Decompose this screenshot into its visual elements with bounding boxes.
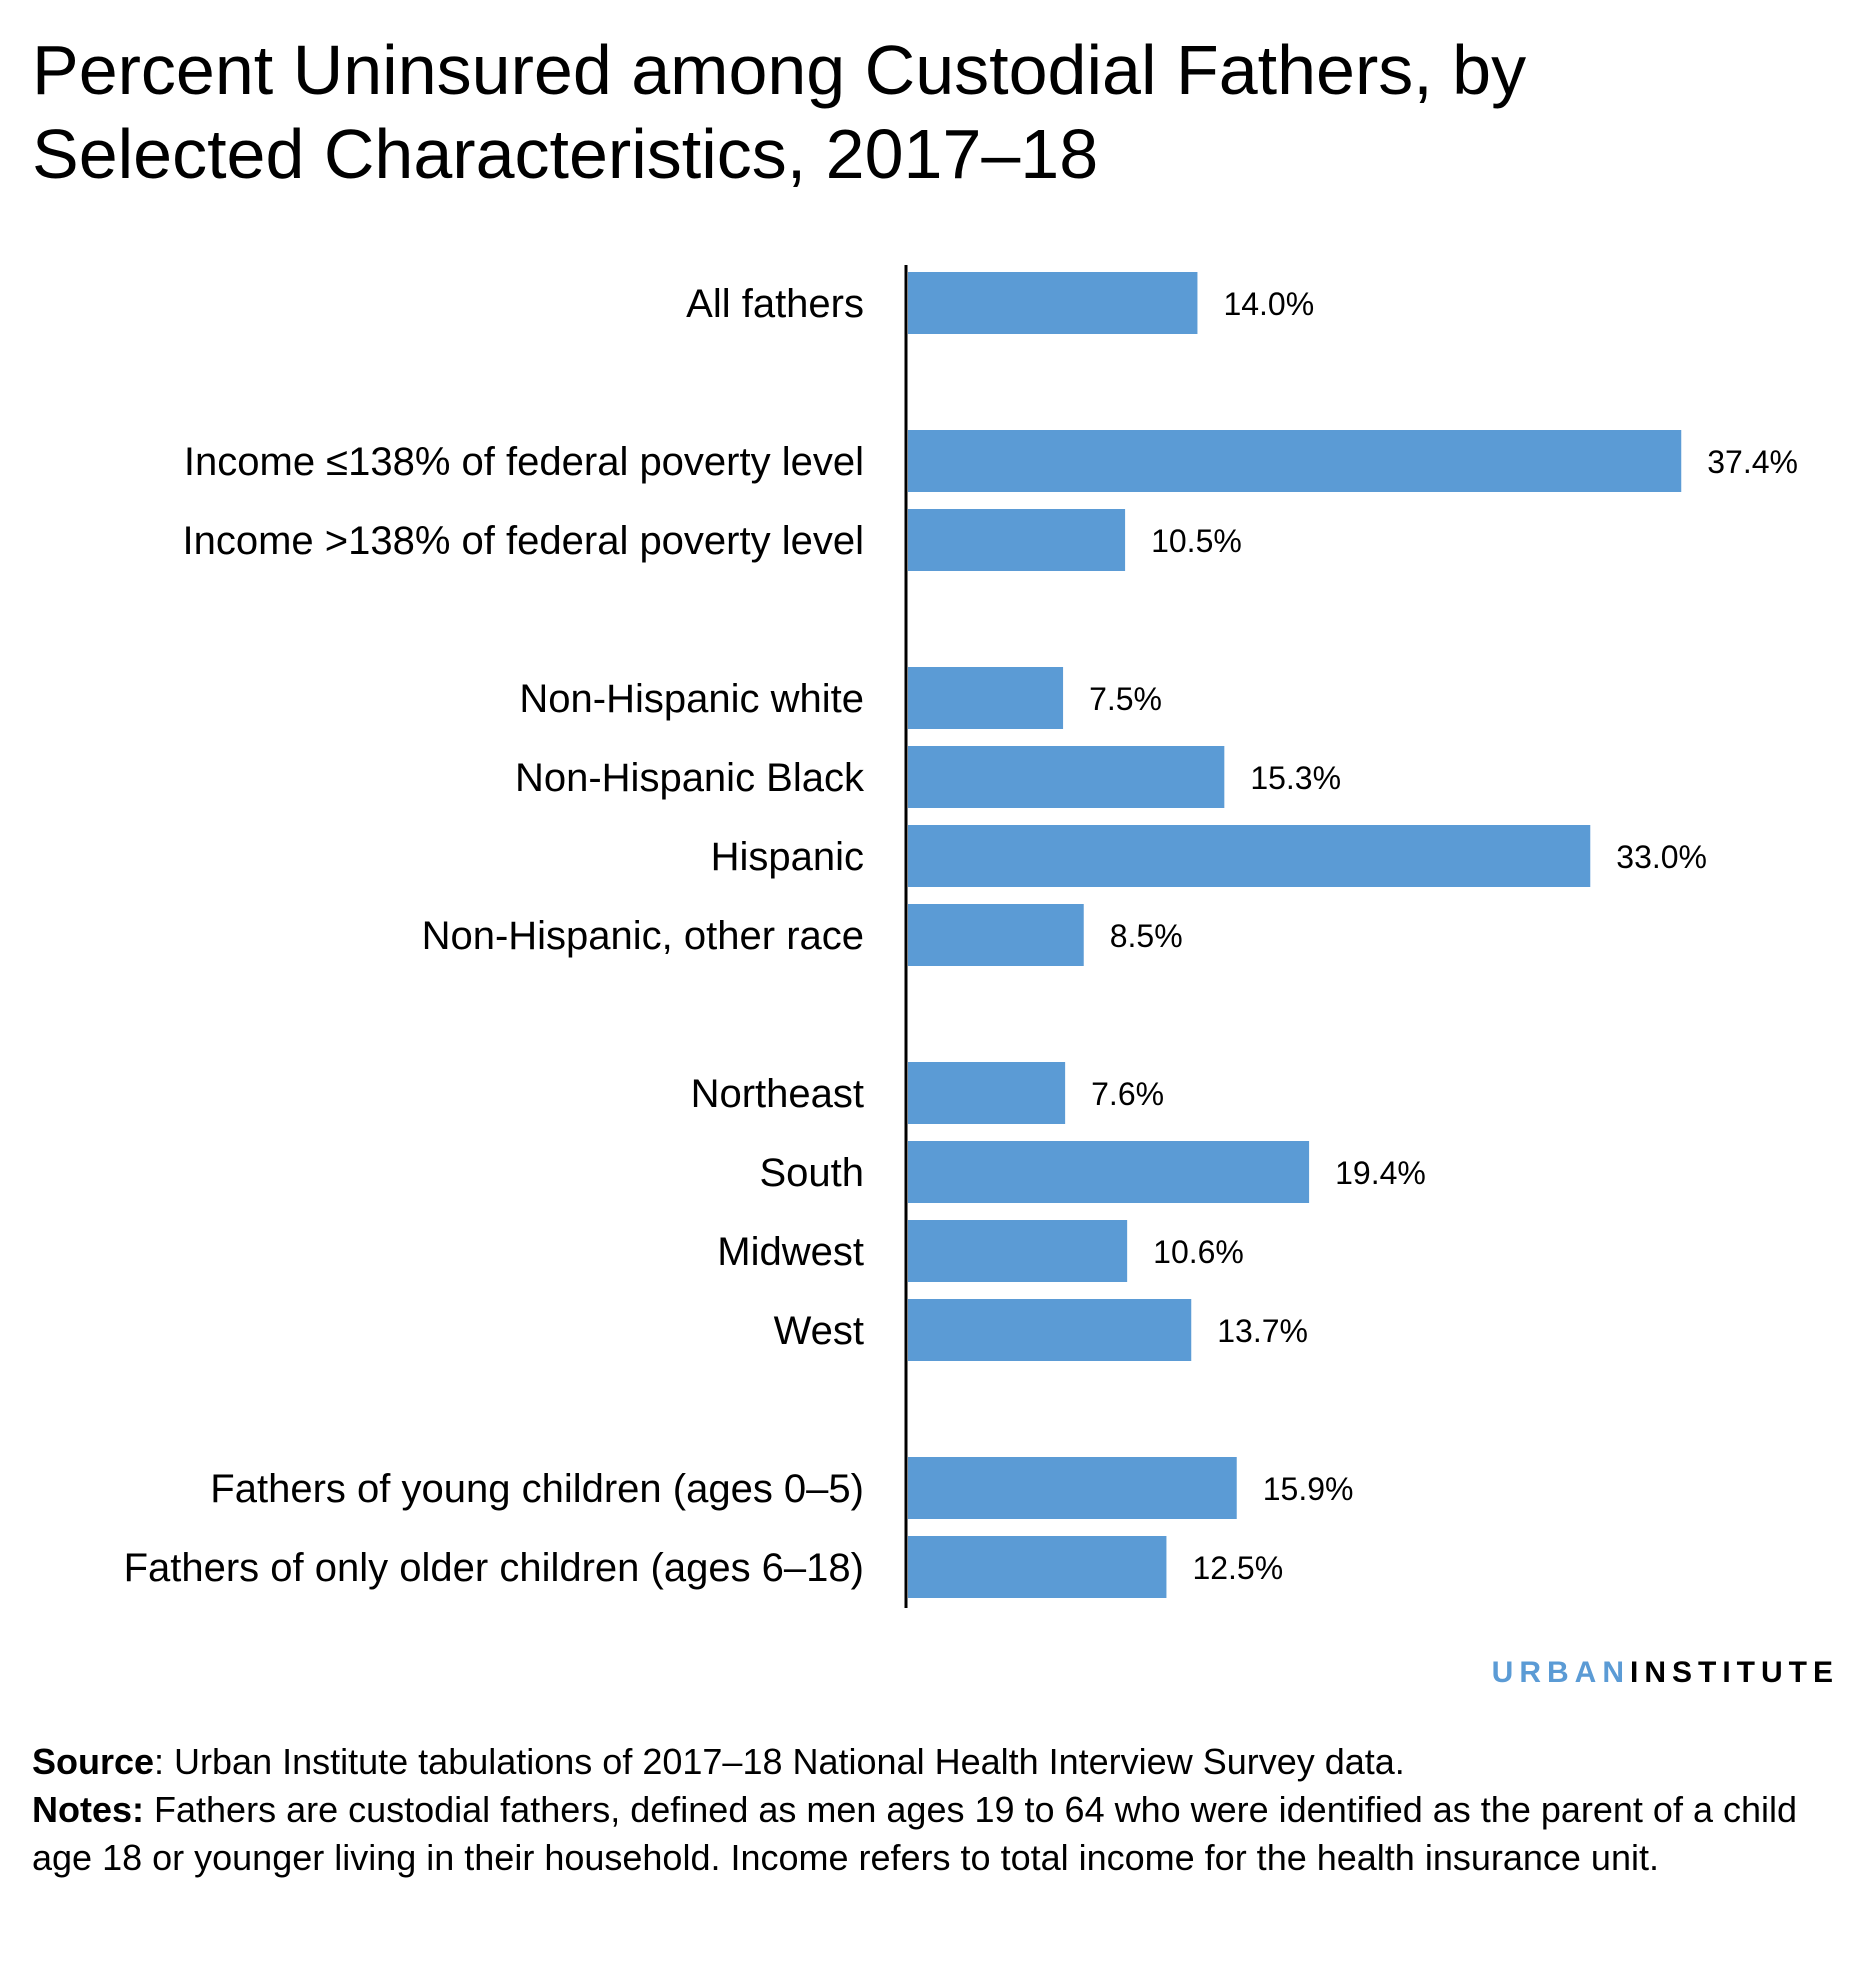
value-label: 10.5% [1151,523,1242,559]
source-label: Source [32,1741,155,1782]
category-label: All fathers [686,282,864,326]
value-label: 7.6% [1091,1076,1164,1112]
category-label: Midwest [717,1230,864,1274]
value-label: 15.9% [1263,1471,1354,1507]
chart-title: Percent Uninsured among Custodial Father… [32,31,1527,193]
value-label: 10.6% [1153,1234,1244,1270]
bar [908,272,1198,334]
logo-institute-text: INSTITUTE [1630,1656,1839,1689]
value-label: 8.5% [1110,918,1183,954]
bar-chart: All fathers 14.0% Income ≤138% of federal … [124,265,1798,1608]
value-label: 19.4% [1335,1155,1426,1191]
value-label: 13.7% [1217,1313,1308,1349]
category-label: Non-Hispanic Black [515,756,865,800]
value-label: 14.0% [1223,286,1314,322]
bar [908,1299,1192,1361]
bar [908,667,1064,729]
bar [908,746,1225,808]
value-label: 33.0% [1616,839,1707,875]
bar [908,1062,1066,1124]
logo-urban-text: URBAN [1491,1656,1630,1689]
bar [908,430,1682,492]
bar [908,904,1084,966]
category-label: Non-Hispanic, other race [422,914,864,958]
value-label: 12.5% [1192,1550,1283,1586]
urban-institute-logo: URBANINSTITUTE [1492,1656,1839,1690]
category-label: Fathers of young children (ages 0–5) [210,1467,864,1511]
bar [908,825,1591,887]
category-label: Income >138% of federal poverty level [182,519,864,563]
category-label: Northeast [691,1072,864,1116]
notes-text: Fathers are custodial fathers, defined a… [32,1789,1798,1878]
bar [908,1141,1310,1203]
chart-footer: Source: Urban Institute tabulations of 2… [32,1738,1832,1882]
category-label: Fathers of only older children (ages 6–1… [124,1546,864,1590]
bar [908,509,1126,571]
bar [908,1220,1128,1282]
category-label: South [759,1151,864,1195]
bar [908,1536,1167,1598]
notes-label: Notes: [32,1789,145,1830]
source-note: Source: Urban Institute tabulations of 2… [32,1738,1832,1786]
value-label: 37.4% [1707,444,1798,480]
category-label: Hispanic [711,835,864,879]
bar [908,1457,1237,1519]
notes: Notes: Fathers are custodial fathers, de… [32,1786,1832,1882]
value-label: 15.3% [1250,760,1341,796]
category-label: West [774,1309,864,1353]
value-label: 7.5% [1089,681,1162,717]
source-text: : Urban Institute tabulations of 2017–18… [154,1741,1405,1782]
category-label: Income ≤138% of federal poverty level [184,440,864,484]
category-label: Non-Hispanic white [519,677,864,721]
